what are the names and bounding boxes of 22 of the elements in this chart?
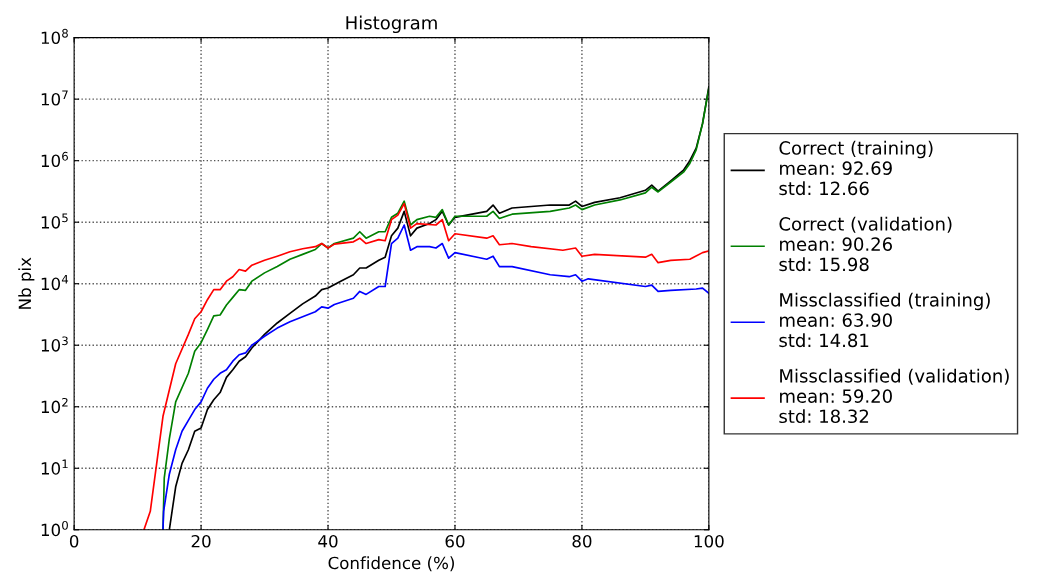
- legend-label: Missclassified (training) mean: 63.90 std: 14.81: [779, 292, 990, 348]
- y-tick-label: 10$^{8}$: [41, 28, 68, 45]
- y-tick-label: 10$^{6}$: [41, 151, 68, 168]
- x-tick-label: 60: [445, 534, 465, 548]
- x-tick-label: 0: [69, 534, 79, 548]
- x-tick-label: 80: [572, 534, 592, 548]
- x-tick-label: 40: [318, 534, 338, 548]
- y-tick-label: 10$^{3}$: [41, 336, 68, 352]
- legend-label: Correct (training) mean: 92.69 std: 12.66: [779, 140, 933, 196]
- y-tick-label: 10$^{5}$: [41, 213, 68, 229]
- x-tick-label: 20: [191, 534, 211, 548]
- y-tick-label: 10$^{7}$: [41, 90, 68, 106]
- x-axis-title: Confidence (%): [328, 556, 454, 572]
- y-tick-label: 10$^{1}$: [41, 459, 68, 475]
- y-tick-label: 10$^{4}$: [41, 275, 69, 291]
- y-tick-label: 10$^{0}$: [41, 520, 68, 537]
- y-axis-title: Nb pix: [18, 257, 35, 309]
- y-tick-label: 10$^{2}$: [41, 397, 68, 414]
- legend-label: Correct (validation) mean: 90.26 std: 15.98: [779, 216, 952, 272]
- x-tick-label: 100: [694, 534, 724, 548]
- chart-title: Histogram: [346, 15, 437, 34]
- legend-label: Missclassified (validation) mean: 59.20 std: 18.32: [779, 368, 1009, 424]
